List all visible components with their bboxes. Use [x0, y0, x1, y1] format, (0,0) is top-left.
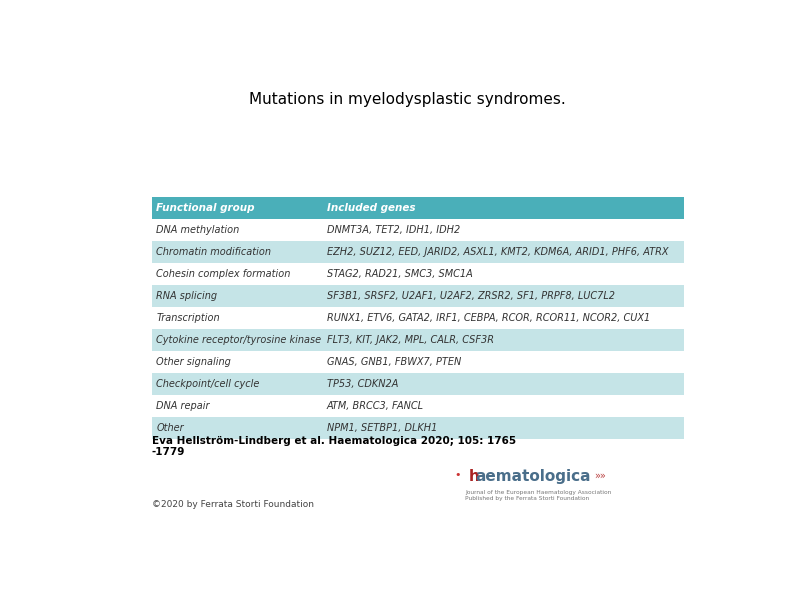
Text: DNA methylation: DNA methylation — [156, 226, 240, 236]
Text: »»: »» — [595, 471, 607, 481]
Text: RNA splicing: RNA splicing — [156, 292, 218, 301]
Bar — [152, 417, 684, 439]
Text: Checkpoint/cell cycle: Checkpoint/cell cycle — [156, 380, 260, 389]
Text: Cohesin complex formation: Cohesin complex formation — [156, 270, 291, 280]
Text: ©2020 by Ferrata Storti Foundation: ©2020 by Ferrata Storti Foundation — [152, 500, 314, 509]
Bar — [152, 198, 684, 220]
Bar — [152, 330, 684, 351]
Bar — [152, 373, 684, 395]
Text: Chromatin modification: Chromatin modification — [156, 248, 272, 258]
Text: DNMT3A, TET2, IDH1, IDH2: DNMT3A, TET2, IDH1, IDH2 — [327, 226, 460, 236]
Text: RUNX1, ETV6, GATA2, IRF1, CEBPA, RCOR, RCOR11, NCOR2, CUX1: RUNX1, ETV6, GATA2, IRF1, CEBPA, RCOR, R… — [327, 314, 650, 323]
Bar — [152, 308, 684, 330]
Text: STAG2, RAD21, SMC3, SMC1A: STAG2, RAD21, SMC3, SMC1A — [327, 270, 472, 280]
Text: Functional group: Functional group — [156, 203, 255, 214]
Text: GNAS, GNB1, FBWX7, PTEN: GNAS, GNB1, FBWX7, PTEN — [327, 358, 461, 367]
Bar — [152, 264, 684, 286]
Text: SF3B1, SRSF2, U2AF1, U2AF2, ZRSR2, SF1, PRPF8, LUC7L2: SF3B1, SRSF2, U2AF1, U2AF2, ZRSR2, SF1, … — [327, 292, 615, 301]
Text: Cytokine receptor/tyrosine kinase: Cytokine receptor/tyrosine kinase — [156, 336, 322, 345]
Text: Other: Other — [156, 423, 184, 433]
Text: ATM, BRCC3, FANCL: ATM, BRCC3, FANCL — [327, 401, 424, 411]
Text: Eva Hellström-Lindberg et al. Haematologica 2020; 105: 1765
-1779: Eva Hellström-Lindberg et al. Haematolog… — [152, 436, 515, 457]
Text: Journal of the European Haematology Association: Journal of the European Haematology Asso… — [465, 490, 611, 494]
Text: FLT3, KIT, JAK2, MPL, CALR, CSF3R: FLT3, KIT, JAK2, MPL, CALR, CSF3R — [327, 336, 494, 345]
Text: h: h — [468, 469, 480, 484]
Text: Published by the Ferrata Storti Foundation: Published by the Ferrata Storti Foundati… — [465, 496, 589, 500]
Text: •: • — [454, 469, 461, 480]
Bar — [152, 286, 684, 308]
Text: Included genes: Included genes — [327, 203, 415, 214]
Text: Other signaling: Other signaling — [156, 358, 231, 367]
Text: TP53, CDKN2A: TP53, CDKN2A — [327, 380, 398, 389]
Text: Mutations in myelodysplastic syndromes.: Mutations in myelodysplastic syndromes. — [249, 92, 565, 107]
Bar — [152, 395, 684, 417]
Bar — [152, 220, 684, 242]
Text: EZH2, SUZ12, EED, JARID2, ASXL1, KMT2, KDM6A, ARID1, PHF6, ATRX: EZH2, SUZ12, EED, JARID2, ASXL1, KMT2, K… — [327, 248, 669, 258]
Bar — [152, 242, 684, 264]
Text: Transcription: Transcription — [156, 314, 220, 323]
Text: DNA repair: DNA repair — [156, 401, 210, 411]
Text: NPM1, SETBP1, DLKH1: NPM1, SETBP1, DLKH1 — [327, 423, 437, 433]
Text: aematologica: aematologica — [476, 469, 591, 484]
Bar — [152, 351, 684, 373]
